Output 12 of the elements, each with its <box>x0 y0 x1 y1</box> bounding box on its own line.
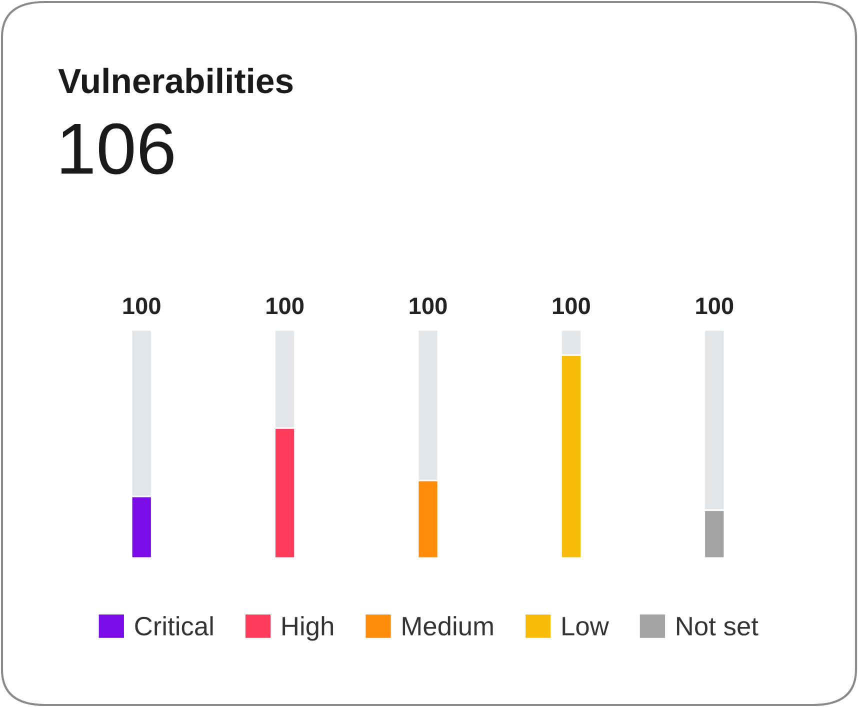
x-tick-label: Medium <box>402 616 493 636</box>
total-label: 100 <box>123 298 160 314</box>
x-tick-label: Critical <box>135 616 213 636</box>
x-tick-label: Not set <box>677 617 758 636</box>
total-label: 100 <box>696 298 734 314</box>
total-label: 100 <box>552 298 590 314</box>
x-tick-label: Low <box>562 617 609 636</box>
chart-title: Vulnerabilities <box>58 68 293 94</box>
x-tick-label: High <box>282 616 333 641</box>
total-label: 100 <box>266 298 304 314</box>
text: 106 <box>62 123 174 174</box>
total-label: 100 <box>410 298 447 314</box>
